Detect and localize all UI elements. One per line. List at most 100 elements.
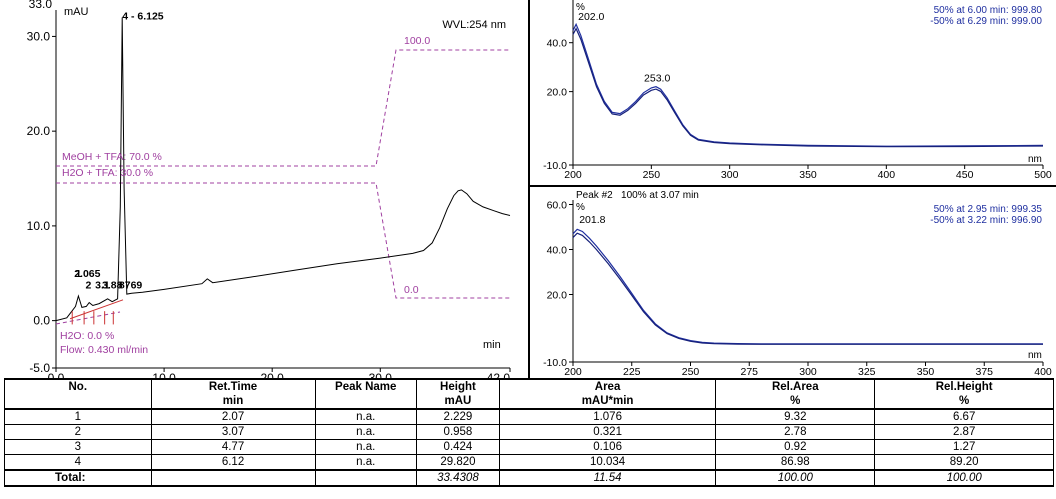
x-tick-labels: 0.0 10.0 20.0 30.0 42.0 (48, 368, 511, 378)
x-tick-label: 350 (799, 169, 817, 181)
cell-rel-area: 2.78 (715, 424, 876, 440)
cell-height: 0.424 (415, 439, 500, 455)
peak-label: 1 (75, 268, 81, 280)
spectrum1-y-ticks: -10.0 20.0 40.0 (543, 38, 573, 172)
x-tick-label: 200 (564, 169, 582, 181)
cell-ret-time: 3.07 (150, 424, 316, 440)
x-tick-label: 325 (858, 366, 876, 378)
peak-label: 2.065 (74, 268, 100, 280)
spectrum2-x-ticks: 200 225 250 275 300 325 350 375 400 (564, 362, 1052, 378)
unit-rel-height: % (874, 394, 1054, 410)
x-tick-label: 250 (643, 169, 661, 181)
gradient-line-baseline (55, 311, 121, 325)
unit-height: mAU (415, 394, 500, 410)
gradient-h2o-low-label: H2O: 0.0 % (60, 330, 114, 342)
col-header-no: No. (4, 378, 152, 394)
cell-height: 29.820 (415, 454, 500, 471)
cell-rel-height: 6.67 (874, 408, 1054, 425)
peak-label: 3.88 (102, 279, 123, 291)
col-header-area: Area (498, 378, 717, 394)
x-tick-label: 400 (1034, 366, 1052, 378)
y-tick-label: 30.0 (27, 29, 51, 43)
uv-spectrum-2: -10.0 20.0 40.0 60.0 200 225 250 275 300 325 350 3… (543, 190, 1052, 378)
x-tick-label: 275 (740, 366, 758, 378)
peak-table: No. Ret.Time Peak Name Height Area Rel.A… (4, 378, 1054, 487)
spectrum1-match1: 50% at 6.00 min: 999.80 (934, 5, 1043, 16)
gradient-line-meoh (56, 49, 510, 167)
x-tick-label: 42.0 (487, 371, 511, 378)
spectrum1-peak-label-1: 202.0 (578, 11, 604, 23)
table-total-row: Total: 33.4308 11.54 100.00 100.00 (4, 469, 1054, 487)
cell-height: 0.958 (415, 424, 500, 440)
cell-total-label: Total: (4, 469, 152, 487)
col-header-height: Height (415, 378, 500, 394)
spectrum1-line-a (572, 22, 1044, 147)
spectrum2-header: Peak #2 100% at 3.07 min (576, 190, 699, 201)
cell-rel-area: 0.92 (715, 439, 876, 455)
gradient-low-label: 0.0 (404, 284, 419, 296)
table-header-row: No. Ret.Time Peak Name Height Area Rel.A… (4, 378, 1054, 394)
chromatogram-chart: -5.00.010.020.030.0 0.0 10.0 20.0 30.0 42.0 … (27, 0, 511, 378)
col-header-peak-name: Peak Name (314, 378, 417, 394)
cell-area: 10.034 (498, 454, 717, 471)
cell-total-area: 11.54 (498, 469, 717, 487)
wavelength-label: WVL:254 nm (442, 19, 506, 31)
y-tick-label: 20.0 (27, 124, 51, 138)
cell-ret-time: 2.07 (150, 408, 316, 425)
x-tick-label: 200 (564, 366, 582, 378)
x-unit-label: min (483, 339, 501, 351)
table-row: 4 6.12 n.a. 29.820 10.034 86.98 89.20 (4, 454, 1054, 471)
y-tick-label: 40.0 (547, 245, 568, 257)
cell-peak-name: n.a. (314, 454, 417, 471)
x-tick-label: 10.0 (152, 371, 176, 378)
x-tick-label: 20.0 (261, 371, 285, 378)
cell-ret-time: 6.12 (150, 454, 316, 471)
unit-area: mAU*min (498, 394, 717, 410)
spectrum1-y-unit: % (576, 2, 585, 13)
baseline-line (69, 299, 124, 320)
spectrum2-y-ticks: -10.0 20.0 40.0 60.0 (543, 200, 573, 369)
col-header-rel-area: Rel.Area (715, 378, 876, 394)
col-header-rel-height: Rel.Height (874, 378, 1054, 394)
y-tick-label: 60.0 (547, 200, 568, 212)
gradient-line-h2o (56, 182, 510, 299)
cell-total-ret-time (150, 469, 316, 487)
peak-label: 3.1 (95, 279, 110, 291)
cell-no: 4 (4, 454, 152, 471)
y-tick-label: 40.0 (547, 38, 568, 50)
gradient-h2o-label: H2O + TFA: 30.0 % (62, 167, 153, 179)
table-row: 1 2.07 n.a. 2.229 1.076 9.32 6.67 (4, 408, 1054, 425)
peak-label: 4 - 6.125 (122, 10, 164, 22)
cell-no: 3 (4, 439, 152, 455)
x-tick-label: 300 (721, 169, 739, 181)
y-tick-label: -5.0 (29, 361, 50, 375)
y-tick-label: -10.0 (543, 160, 567, 172)
x-tick-label: 0.0 (48, 371, 65, 378)
y-tick-label: 20.0 (547, 290, 568, 302)
y-tick-label: 0.0 (33, 314, 50, 328)
peak-label: 2 (86, 279, 92, 291)
y-tick-label: 10.0 (27, 219, 51, 233)
x-tick-label: 350 (917, 366, 935, 378)
y-tick-label: -10.0 (543, 357, 567, 369)
spectrum1-x-ticks: 200 250 300 350 400 450 500 (564, 165, 1052, 181)
chromatogram-trace (55, 17, 511, 322)
cell-ret-time: 4.77 (150, 439, 316, 455)
cell-rel-height: 1.27 (874, 439, 1054, 455)
cell-rel-area: 9.32 (715, 408, 876, 425)
y-tick-labels: -5.0 0.0 10.0 20.0 30.0 (27, 29, 56, 375)
baseline-marks (69, 299, 124, 325)
cell-rel-height: 89.20 (874, 454, 1054, 471)
x-tick-label: 375 (975, 366, 993, 378)
x-tick-label: 450 (956, 169, 974, 181)
cell-rel-height: 2.87 (874, 424, 1054, 440)
cell-no: 2 (4, 424, 152, 440)
uv-spectrum-1: -10.0 20.0 40.0 200 250 300 350 400 450 500 % nm… (543, 0, 1052, 181)
cell-peak-name: n.a. (314, 439, 417, 455)
cell-area: 0.106 (498, 439, 717, 455)
spectrum1-peak-label-2: 253.0 (644, 73, 670, 85)
spectrum2-line-a (572, 228, 1043, 345)
x-tick-label: 300 (799, 366, 817, 378)
table-unit-row: min mAU mAU*min % % (4, 394, 1054, 410)
